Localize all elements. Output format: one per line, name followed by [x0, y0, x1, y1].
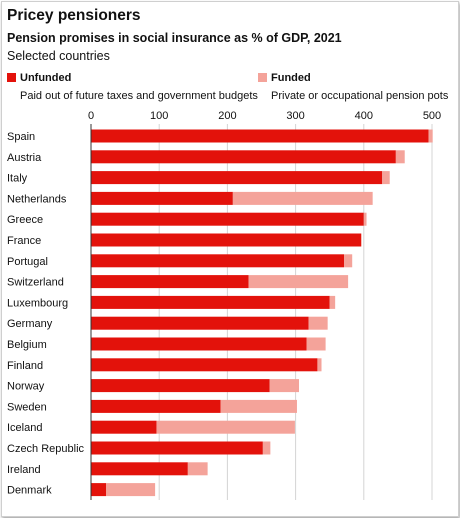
bar-unfunded-france [91, 233, 362, 247]
category-label-austria: Austria [7, 152, 42, 164]
legend-swatch-unfunded [7, 73, 16, 82]
bar-funded-norway [269, 379, 300, 393]
x-tick-label: 200 [218, 110, 236, 122]
category-label-spain: Spain [7, 131, 35, 143]
category-label-czech-republic: Czech Republic [7, 443, 85, 455]
bar-funded-greece [363, 212, 367, 226]
bar-unfunded-iceland [91, 420, 157, 434]
chart-note: Selected countries [7, 49, 110, 63]
category-label-switzerland: Switzerland [7, 277, 64, 289]
chart-title: Pricey pensioners [7, 7, 141, 24]
legend-swatch-funded [258, 73, 267, 82]
bar-unfunded-norway [91, 379, 270, 393]
bar-unfunded-ireland [91, 462, 188, 476]
bar-funded-germany [308, 316, 328, 330]
bar-unfunded-austria [91, 150, 396, 164]
legend-label-unfunded: Unfunded [20, 72, 72, 84]
bar-unfunded-sweden [91, 399, 221, 413]
category-label-iceland: Iceland [7, 422, 42, 434]
category-label-portugal: Portugal [7, 256, 48, 268]
bar-unfunded-switzerland [91, 275, 249, 289]
x-tick-label: 400 [355, 110, 373, 122]
bar-funded-portugal [344, 254, 353, 268]
bar-funded-switzerland [248, 275, 349, 289]
bar-unfunded-germany [91, 316, 309, 330]
bar-funded-luxembourg [329, 295, 336, 309]
bar-funded-denmark [106, 483, 156, 497]
bar-funded-finland [317, 358, 322, 372]
category-label-luxembourg: Luxembourg [7, 297, 68, 309]
bar-funded-ireland [187, 462, 208, 476]
legend-label-funded: Funded [271, 72, 311, 84]
bar-unfunded-spain [91, 129, 429, 143]
bar-unfunded-italy [91, 171, 383, 185]
bar-funded-netherlands [232, 191, 373, 205]
bar-funded-italy [382, 171, 390, 185]
category-label-belgium: Belgium [7, 339, 47, 351]
category-label-denmark: Denmark [7, 485, 52, 497]
x-tick-label: 100 [150, 110, 168, 122]
chart-subtitle: Pension promises in social insurance as … [7, 31, 342, 45]
bar-unfunded-czech-republic [91, 441, 263, 455]
bar-funded-iceland [156, 420, 295, 434]
bar-funded-france [361, 233, 362, 247]
category-label-ireland: Ireland [7, 464, 41, 476]
legend-desc-funded: Private or occupational pension pots [271, 90, 449, 102]
category-label-greece: Greece [7, 214, 43, 226]
bar-unfunded-netherlands [91, 191, 233, 205]
category-label-germany: Germany [7, 318, 53, 330]
bar-unfunded-luxembourg [91, 295, 330, 309]
x-tick-label: 500 [423, 110, 441, 122]
bar-unfunded-finland [91, 358, 318, 372]
bar-funded-czech-republic [262, 441, 271, 455]
bar-funded-belgium [306, 337, 326, 351]
bar-funded-spain [428, 129, 433, 143]
category-label-italy: Italy [7, 173, 28, 185]
x-tick-label: 0 [88, 110, 94, 122]
x-tick-label: 300 [286, 110, 304, 122]
legend-desc-unfunded: Paid out of future taxes and government … [20, 90, 258, 102]
bar-unfunded-denmark [91, 483, 107, 497]
bar-unfunded-portugal [91, 254, 345, 268]
category-label-netherlands: Netherlands [7, 193, 67, 205]
category-label-france: France [7, 235, 41, 247]
bar-unfunded-greece [91, 212, 364, 226]
category-label-norway: Norway [7, 381, 45, 393]
bar-funded-austria [395, 150, 405, 164]
category-label-finland: Finland [7, 360, 43, 372]
category-label-sweden: Sweden [7, 401, 47, 413]
bar-unfunded-belgium [91, 337, 307, 351]
bar-funded-sweden [220, 399, 297, 413]
